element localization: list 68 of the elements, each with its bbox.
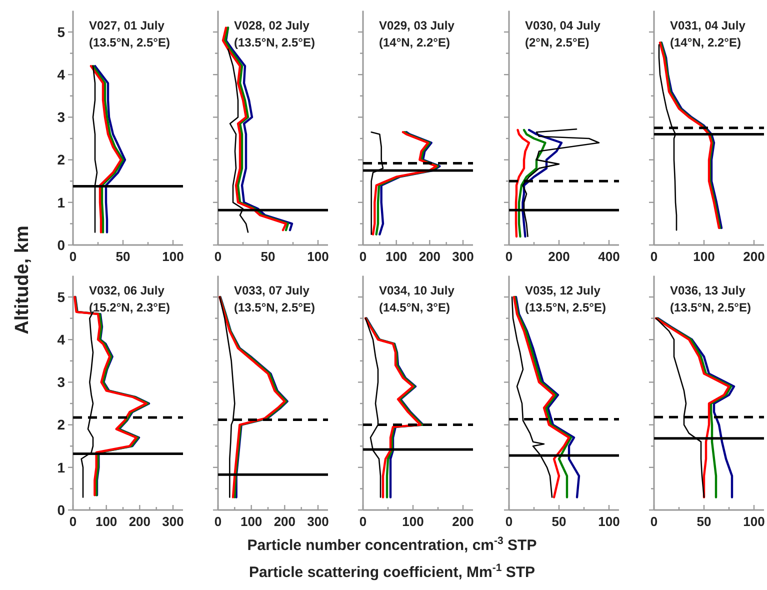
x-tick-label: 0 [505,249,513,264]
x-tick-label: 50 [260,249,276,264]
x-tick-label: 0 [214,514,222,529]
y-axis-title: Altitude, km [12,226,33,334]
y-tick-label: 0 [57,236,66,253]
x-tick-label: 300 [307,514,329,529]
x-tick-label: 100 [743,514,765,529]
x-tick-label: 200 [452,514,474,529]
x-tick-label: 0 [505,514,513,529]
x-axis-title: Particle number concentration, cm$^{-3}$ STP [247,535,537,554]
text: V033, 07 July [234,284,310,298]
x-tick-label: 50 [696,514,712,529]
x-tick-label: 200 [548,249,570,264]
text: (13.5°N, 2.5°E) [525,300,606,315]
x-tick-label: 300 [452,249,474,264]
text: (13.5°N, 2.5°E) [89,36,170,50]
x-tick-label: 300 [162,514,184,529]
text: V031, 04 July [670,18,746,33]
text: (14°N, 2.2°E) [379,36,450,50]
text: V030, 04 July [525,18,601,33]
y-tick-label: 1 [57,194,66,210]
x-tick-label: 400 [598,249,620,264]
x-tick-label: 0 [69,514,77,529]
y-tick-label: 1 [57,459,66,476]
y-tick-label: 5 [57,288,66,305]
text: V035, 12 July [525,284,601,298]
x-tick-label: 100 [385,249,408,264]
x-tick-label: 200 [274,514,296,529]
x-tick-label: 0 [69,249,77,264]
x-tick-label: 0 [359,249,367,264]
x-tick-label: 100 [95,514,118,529]
text: V032, 06 July [89,284,165,298]
text: Particle scattering coefficient, Mm$^{-1}$ STP [248,562,536,581]
x-tick-label: 50 [116,249,130,264]
x-tick-label: 100 [162,249,184,264]
text: (13.5°N, 2.5°E) [234,300,315,315]
text: (15.2°N, 2.3°E) [89,300,170,315]
text: V027, 01 July [89,18,165,33]
x-tick-label: 0 [650,249,658,264]
text: V034, 10 July [379,284,455,298]
text: V036, 13 July [670,284,746,298]
y-tick-label: 5 [57,24,66,40]
text: (13.5°N, 2.5°E) [670,300,751,315]
y-tick-label: 2 [57,416,66,433]
y-tick-label: 3 [57,109,66,126]
x-tick-label: 100 [598,514,620,529]
x-tick-label: 100 [402,514,424,529]
x-tick-label: 0 [650,514,658,529]
text: (13.5°N, 2.5°E) [234,36,315,50]
text: V028, 02 July [234,18,310,33]
x-tick-label: 200 [128,514,151,529]
x-tick-label: 0 [359,514,367,529]
x-tick-label: 200 [418,249,441,264]
y-tick-label: 4 [57,332,66,348]
y-tick-label: 3 [57,374,66,390]
y-tick-label: 0 [57,502,66,518]
x-tick-label: 200 [743,249,765,264]
x-tick-label: 100 [693,249,715,264]
text: V029, 03 July [379,18,455,33]
x-tick-label: 100 [240,514,262,529]
y-tick-label: 4 [57,66,66,82]
x-tick-label: 50 [552,514,566,529]
x-tick-label: 0 [214,249,222,264]
text: (14.5°N, 3°E) [379,300,450,315]
x-tick-label: 100 [307,249,329,264]
y-tick-label: 2 [57,152,66,168]
text: (14°N, 2.2°E) [670,36,741,50]
text: (2°N, 2.5°E) [525,36,590,50]
